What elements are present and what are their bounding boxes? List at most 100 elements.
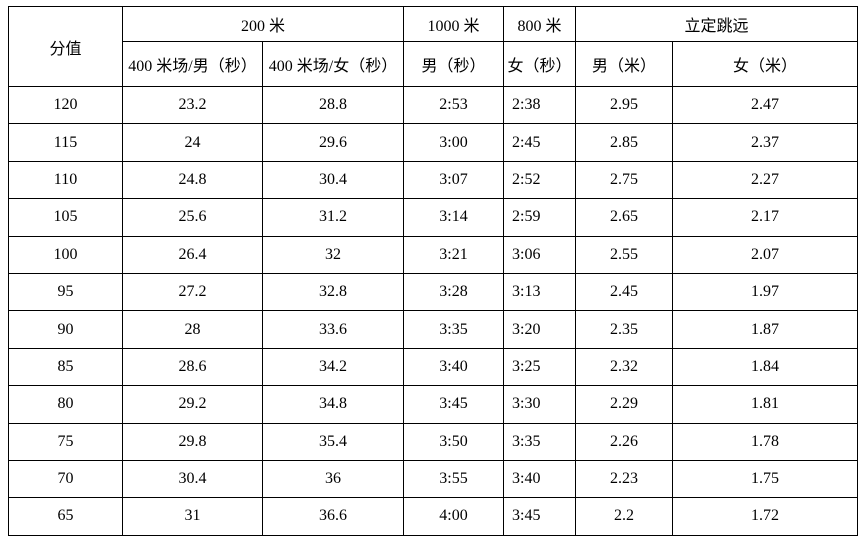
cell-1000m-male: 3:00 [403, 123, 505, 162]
table-row: 65 31 36.6 4:00 3:45 2.2 1.72 [8, 497, 859, 536]
cell-200m-male: 30.4 [122, 459, 263, 499]
pe-score-table: 分值 200 米 1000 米 800 米 立定跳远 400 米场/男（秒） 4… [8, 6, 859, 536]
table-row: 95 27.2 32.8 3:28 3:13 2.45 1.97 [8, 272, 859, 312]
header-group-1000m: 1000 米 [403, 6, 505, 42]
cell-1000m-male: 4:00 [403, 497, 505, 536]
cell-200m-female: 36 [261, 459, 405, 499]
cell-jump-female: 1.72 [672, 497, 859, 536]
cell-200m-female: 34.8 [261, 385, 405, 424]
cell-200m-male: 24.8 [122, 160, 263, 200]
cell-200m-female: 29.6 [261, 123, 405, 162]
header-jump-female: 女（米） [672, 41, 859, 87]
cell-800m-female: 2:59 [503, 198, 577, 237]
table-row: 105 25.6 31.2 3:14 2:59 2.65 2.17 [8, 198, 859, 237]
score-cell: 115 [8, 123, 123, 162]
cell-1000m-male: 3:28 [403, 272, 505, 312]
cell-800m-female: 3:20 [503, 310, 577, 349]
header-group-standing-long-jump: 立定跳远 [575, 6, 859, 42]
cell-200m-male: 29.8 [122, 422, 263, 461]
cell-200m-male: 31 [122, 497, 263, 536]
cell-200m-male: 23.2 [122, 85, 263, 125]
cell-200m-female: 32 [261, 235, 405, 274]
table-row: 80 29.2 34.8 3:45 3:30 2.29 1.81 [8, 385, 859, 424]
cell-jump-female: 1.84 [672, 347, 859, 387]
cell-800m-female: 3:13 [503, 272, 577, 312]
score-cell: 70 [8, 459, 123, 499]
cell-1000m-male: 3:45 [403, 385, 505, 424]
cell-200m-male: 28 [122, 310, 263, 349]
cell-1000m-male: 3:21 [403, 235, 505, 274]
score-cell: 80 [8, 385, 123, 424]
table-row: 75 29.8 35.4 3:50 3:35 2.26 1.78 [8, 422, 859, 461]
table-row: 110 24.8 30.4 3:07 2:52 2.75 2.27 [8, 160, 859, 200]
cell-jump-female: 2.47 [672, 85, 859, 125]
table-body: 120 23.2 28.8 2:53 2:38 2.95 2.47 115 24… [8, 85, 859, 536]
cell-jump-female: 1.78 [672, 422, 859, 461]
table-row: 70 30.4 36 3:55 3:40 2.23 1.75 [8, 459, 859, 499]
cell-200m-male: 26.4 [122, 235, 263, 274]
header-group-800m: 800 米 [503, 6, 577, 42]
cell-jump-female: 1.75 [672, 459, 859, 499]
cell-1000m-male: 3:07 [403, 160, 505, 200]
cell-jump-male: 2.2 [575, 497, 674, 536]
score-cell: 95 [8, 272, 123, 312]
cell-jump-female: 2.17 [672, 198, 859, 237]
cell-1000m-male: 2:53 [403, 85, 505, 125]
score-cell: 120 [8, 85, 123, 125]
header-1000m-male: 男（秒） [403, 41, 505, 87]
score-cell: 85 [8, 347, 123, 387]
cell-jump-male: 2.85 [575, 123, 674, 162]
score-cell: 100 [8, 235, 123, 274]
cell-jump-male: 2.65 [575, 198, 674, 237]
cell-200m-female: 28.8 [261, 85, 405, 125]
cell-jump-female: 2.07 [672, 235, 859, 274]
cell-jump-female: 1.81 [672, 385, 859, 424]
header-group-row: 分值 200 米 1000 米 800 米 立定跳远 [8, 6, 859, 87]
cell-jump-male: 2.35 [575, 310, 674, 349]
cell-200m-male: 25.6 [122, 198, 263, 237]
header-score: 分值 [8, 6, 123, 87]
cell-200m-female: 36.6 [261, 497, 405, 536]
score-cell: 110 [8, 160, 123, 200]
cell-800m-female: 2:52 [503, 160, 577, 200]
score-cell: 90 [8, 310, 123, 349]
header-800m-female: 女（秒） [503, 41, 577, 87]
cell-jump-female: 1.97 [672, 272, 859, 312]
cell-jump-female: 2.37 [672, 123, 859, 162]
cell-800m-female: 3:25 [503, 347, 577, 387]
header-group-200m: 200 米 [121, 6, 405, 42]
cell-200m-female: 35.4 [261, 422, 405, 461]
header-sub-row: 400 米场/男（秒） 400 米场/女（秒） 男（秒） 女（秒） 男（米） 女… [9, 41, 859, 87]
cell-800m-female: 2:38 [503, 85, 577, 125]
header-jump-male: 男（米） [575, 41, 674, 87]
score-cell: 65 [8, 497, 123, 536]
cell-jump-male: 2.29 [575, 385, 674, 424]
cell-200m-female: 34.2 [261, 347, 405, 387]
cell-1000m-male: 3:55 [403, 459, 505, 499]
cell-jump-female: 1.87 [672, 310, 859, 349]
cell-200m-female: 33.6 [261, 310, 405, 349]
cell-jump-male: 2.32 [575, 347, 674, 387]
cell-jump-male: 2.26 [575, 422, 674, 461]
cell-200m-female: 30.4 [261, 160, 405, 200]
cell-200m-female: 32.8 [261, 272, 405, 312]
table-row: 120 23.2 28.8 2:53 2:38 2.95 2.47 [8, 85, 859, 125]
cell-1000m-male: 3:14 [403, 198, 505, 237]
score-cell: 75 [8, 422, 123, 461]
cell-jump-male: 2.95 [575, 85, 674, 125]
cell-800m-female: 3:35 [503, 422, 577, 461]
table-row: 85 28.6 34.2 3:40 3:25 2.32 1.84 [8, 347, 859, 387]
cell-jump-male: 2.23 [575, 459, 674, 499]
cell-800m-female: 2:45 [503, 123, 577, 162]
table-row: 115 24 29.6 3:00 2:45 2.85 2.37 [8, 123, 859, 162]
cell-800m-female: 3:06 [503, 235, 577, 274]
cell-jump-female: 2.27 [672, 160, 859, 200]
cell-jump-male: 2.75 [575, 160, 674, 200]
cell-jump-male: 2.45 [575, 272, 674, 312]
header-200m-female: 400 米场/女（秒） [261, 41, 405, 87]
cell-800m-female: 3:30 [503, 385, 577, 424]
cell-200m-male: 24 [122, 123, 263, 162]
table-row: 90 28 33.6 3:35 3:20 2.35 1.87 [8, 310, 859, 349]
cell-200m-female: 31.2 [261, 198, 405, 237]
